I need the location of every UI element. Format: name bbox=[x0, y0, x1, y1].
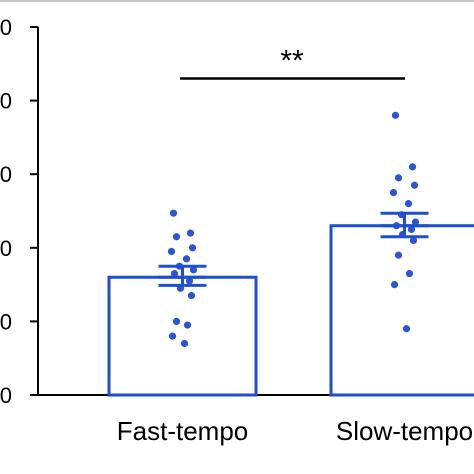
data-point bbox=[180, 339, 189, 348]
data-point bbox=[411, 218, 420, 226]
y-tick-label: 0 bbox=[0, 236, 12, 261]
significance-label: ** bbox=[280, 45, 304, 78]
data-point bbox=[172, 233, 181, 241]
x-tick-label: Fast-tempo bbox=[117, 416, 249, 446]
bar-fast-tempo bbox=[107, 275, 258, 397]
data-point bbox=[185, 277, 194, 285]
data-point bbox=[188, 244, 197, 252]
bar-slow-tempo bbox=[329, 224, 474, 397]
data-point bbox=[404, 200, 413, 208]
data-point bbox=[408, 163, 417, 171]
top-border-line bbox=[0, 0, 474, 2]
y-tick-label: 0 bbox=[0, 89, 12, 114]
data-point bbox=[402, 325, 411, 333]
data-point bbox=[168, 332, 177, 340]
y-tick-label: 0 bbox=[0, 15, 12, 40]
data-point bbox=[169, 209, 178, 217]
error-bars-group bbox=[158, 211, 429, 287]
y-tick-label: 0 bbox=[0, 309, 12, 334]
data-point bbox=[389, 189, 398, 197]
data-point bbox=[183, 321, 192, 329]
data-point bbox=[187, 292, 196, 300]
data-point bbox=[391, 111, 400, 119]
bars-group bbox=[107, 224, 474, 397]
data-point bbox=[407, 225, 416, 233]
data-point bbox=[390, 281, 399, 289]
data-point bbox=[182, 255, 191, 263]
y-tick-label: 0 bbox=[0, 162, 12, 187]
y-tick-label: 0 bbox=[0, 383, 12, 408]
data-point bbox=[186, 229, 195, 237]
data-point bbox=[410, 181, 419, 189]
data-point bbox=[172, 317, 181, 325]
data-point bbox=[394, 251, 403, 259]
data-point bbox=[394, 174, 403, 182]
data-point bbox=[170, 269, 179, 278]
x-tick-label: Slow-tempo bbox=[336, 416, 473, 446]
data-point bbox=[405, 269, 414, 278]
data-point bbox=[409, 236, 418, 245]
axes-group: 0 0 0 0 0 0 Fast-tempo Slow-tempo bbox=[0, 15, 474, 446]
significance-group: ** bbox=[180, 45, 405, 80]
data-point bbox=[167, 247, 176, 256]
points-group bbox=[167, 111, 420, 348]
data-point bbox=[189, 266, 198, 274]
